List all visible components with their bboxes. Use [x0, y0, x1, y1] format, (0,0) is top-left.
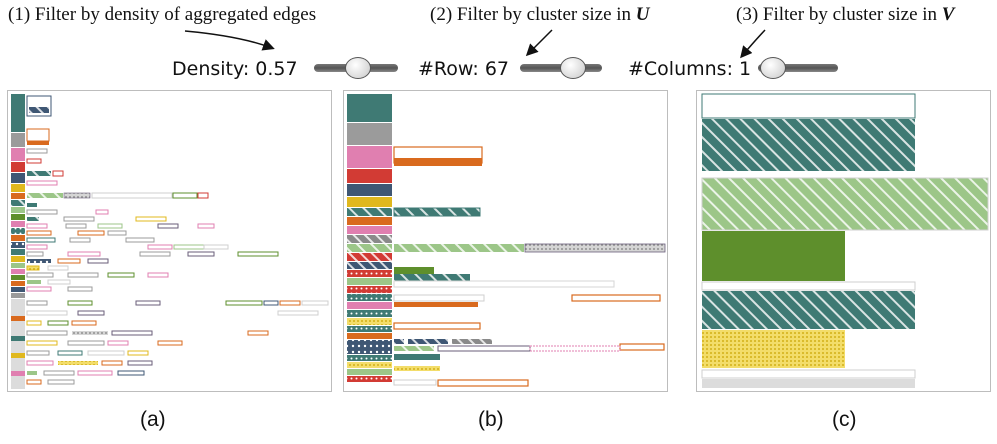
- panel-a-matrix: [11, 94, 329, 389]
- arrow-column: [740, 29, 766, 59]
- annotation-density-number: (1): [8, 4, 31, 25]
- columns-slider-knob[interactable]: [760, 57, 786, 79]
- annotation-density: (1) Filter by density of aggregated edge…: [8, 4, 316, 26]
- caption-c: (c): [832, 408, 857, 431]
- annotation-row-text: Filter by cluster size in: [456, 4, 636, 25]
- row-slider-knob[interactable]: [560, 57, 586, 79]
- arrow-row: [525, 29, 553, 57]
- columns-slider[interactable]: [758, 57, 838, 81]
- annotation-row-number: (2): [430, 4, 453, 25]
- annotation-arrows: [184, 29, 766, 59]
- density-slider[interactable]: [314, 57, 398, 81]
- annotation-column-text: Filter by cluster size in: [762, 4, 942, 25]
- panel-b[interactable]: [343, 90, 668, 392]
- density-slider-knob[interactable]: [345, 57, 371, 79]
- annotation-column-number: (3): [736, 4, 759, 25]
- row-label: #Row: 67: [418, 58, 510, 80]
- annotation-row-size: (2) Filter by cluster size in U: [430, 4, 650, 26]
- density-label: Density: 0.57: [172, 58, 298, 80]
- panel-b-matrix: [347, 94, 666, 387]
- annotation-row-variable: U: [635, 4, 650, 25]
- arrow-density: [184, 30, 275, 51]
- columns-label: #Columns: 1: [628, 58, 752, 80]
- row-slider[interactable]: [520, 57, 602, 81]
- annotation-density-text: Filter by density of aggregated edges: [34, 4, 317, 25]
- columns-slider-track[interactable]: [758, 64, 838, 72]
- caption-a: (a): [140, 408, 166, 431]
- annotation-column-size: (3) Filter by cluster size in V: [736, 4, 954, 26]
- panel-c[interactable]: [696, 90, 991, 392]
- panel-a[interactable]: [7, 90, 332, 392]
- annotation-column-variable: V: [941, 4, 955, 25]
- caption-b: (b): [478, 408, 504, 431]
- panel-c-matrix: [701, 93, 989, 388]
